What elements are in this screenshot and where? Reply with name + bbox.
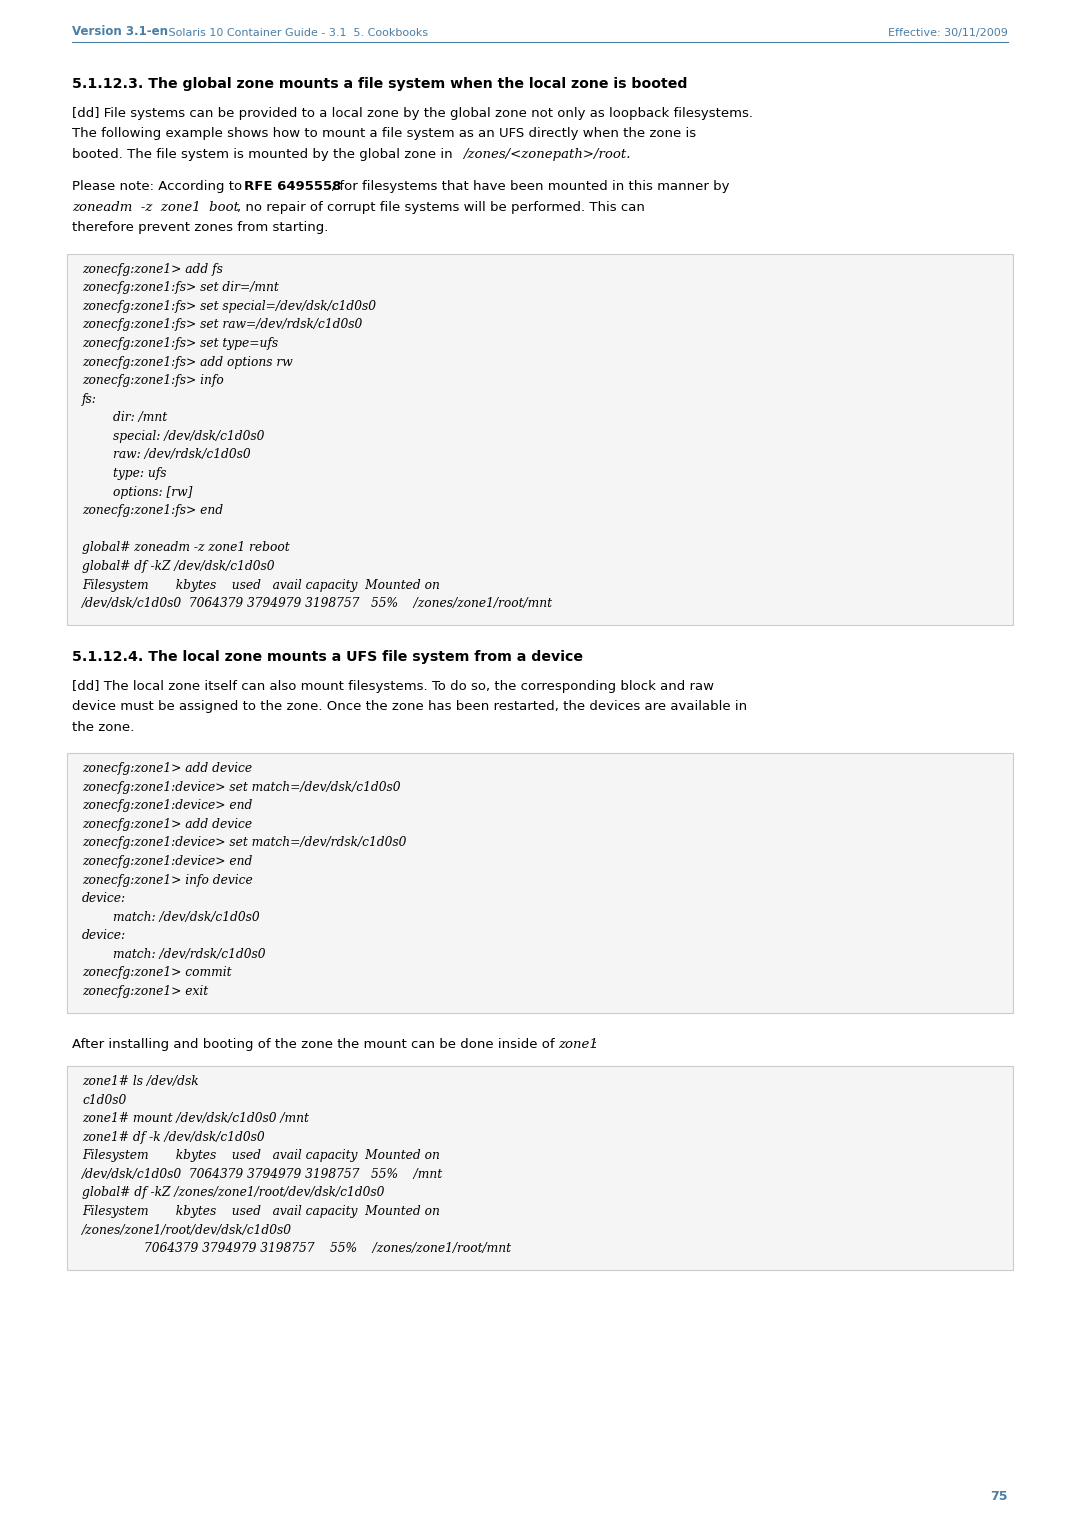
Text: 5.1.12.3. The global zone mounts a file system when the local zone is booted: 5.1.12.3. The global zone mounts a file … xyxy=(72,76,688,92)
Text: zonecfg:zone1:fs> set dir=/mnt: zonecfg:zone1:fs> set dir=/mnt xyxy=(82,281,279,295)
Text: device:: device: xyxy=(82,892,126,905)
Text: c1d0s0: c1d0s0 xyxy=(82,1094,126,1106)
Text: zonecfg:zone1:device> set match=/dev/dsk/c1d0s0: zonecfg:zone1:device> set match=/dev/dsk… xyxy=(82,781,401,793)
Text: zone1: zone1 xyxy=(558,1038,598,1051)
FancyBboxPatch shape xyxy=(67,753,1013,1013)
Text: zonecfg:zone1> add fs: zonecfg:zone1> add fs xyxy=(82,263,222,275)
Text: zonecfg:zone1> exit: zonecfg:zone1> exit xyxy=(82,986,208,998)
Text: 7064379 3794979 3198757    55%    /zones/zone1/root/mnt: 7064379 3794979 3198757 55% /zones/zone1… xyxy=(82,1242,511,1254)
Text: zonecfg:zone1:fs> add options rw: zonecfg:zone1:fs> add options rw xyxy=(82,356,293,368)
Text: The following example shows how to mount a file system as an UFS directly when t: The following example shows how to mount… xyxy=(72,127,697,141)
Text: zone1# mount /dev/dsk/c1d0s0 /mnt: zone1# mount /dev/dsk/c1d0s0 /mnt xyxy=(82,1112,309,1125)
Text: device must be assigned to the zone. Once the zone has been restarted, the devic: device must be assigned to the zone. Onc… xyxy=(72,700,747,714)
Text: :: : xyxy=(593,1038,597,1051)
Text: zonecfg:zone1:fs> set type=ufs: zonecfg:zone1:fs> set type=ufs xyxy=(82,338,279,350)
Text: zonecfg:zone1> add device: zonecfg:zone1> add device xyxy=(82,762,252,775)
Text: [dd] The local zone itself can also mount filesystems. To do so, the correspondi: [dd] The local zone itself can also moun… xyxy=(72,680,714,692)
Text: therefore prevent zones from starting.: therefore prevent zones from starting. xyxy=(72,222,328,234)
Text: zonecfg:zone1> add device: zonecfg:zone1> add device xyxy=(82,817,252,831)
Text: zone1# df -k /dev/dsk/c1d0s0: zone1# df -k /dev/dsk/c1d0s0 xyxy=(82,1131,265,1144)
Text: raw: /dev/rdsk/c1d0s0: raw: /dev/rdsk/c1d0s0 xyxy=(82,449,251,461)
Text: Effective: 30/11/2009: Effective: 30/11/2009 xyxy=(888,28,1008,38)
Text: match: /dev/rdsk/c1d0s0: match: /dev/rdsk/c1d0s0 xyxy=(82,947,266,961)
Text: /dev/dsk/c1d0s0  7064379 3794979 3198757   55%    /mnt: /dev/dsk/c1d0s0 7064379 3794979 3198757 … xyxy=(82,1167,443,1181)
Text: type: ufs: type: ufs xyxy=(82,468,166,480)
Text: device:: device: xyxy=(82,929,126,943)
Text: zonecfg:zone1:fs> set raw=/dev/rdsk/c1d0s0: zonecfg:zone1:fs> set raw=/dev/rdsk/c1d0… xyxy=(82,318,362,332)
FancyBboxPatch shape xyxy=(67,254,1013,625)
Text: global# df -kZ /zones/zone1/root/dev/dsk/c1d0s0: global# df -kZ /zones/zone1/root/dev/dsk… xyxy=(82,1186,384,1199)
Text: dir: /mnt: dir: /mnt xyxy=(82,411,167,425)
Text: options: [rw]: options: [rw] xyxy=(82,486,192,498)
Text: zonecfg:zone1:fs> info: zonecfg:zone1:fs> info xyxy=(82,374,224,387)
Text: zonecfg:zone1> commit: zonecfg:zone1> commit xyxy=(82,966,231,979)
Text: global# df -kZ /dev/dsk/c1d0s0: global# df -kZ /dev/dsk/c1d0s0 xyxy=(82,559,274,573)
Text: zonecfg:zone1> info device: zonecfg:zone1> info device xyxy=(82,874,253,886)
Text: zone1# ls /dev/dsk: zone1# ls /dev/dsk xyxy=(82,1076,199,1088)
Text: Filesystem       kbytes    used   avail capacity  Mounted on: Filesystem kbytes used avail capacity Mo… xyxy=(82,579,440,591)
Text: zonecfg:zone1:device> end: zonecfg:zone1:device> end xyxy=(82,856,253,868)
Text: /dev/dsk/c1d0s0  7064379 3794979 3198757   55%    /zones/zone1/root/mnt: /dev/dsk/c1d0s0 7064379 3794979 3198757 … xyxy=(82,597,553,610)
Text: 75: 75 xyxy=(990,1490,1008,1504)
Text: global# zoneadm -z zone1 reboot: global# zoneadm -z zone1 reboot xyxy=(82,541,289,555)
Text: zonecfg:zone1:device> end: zonecfg:zone1:device> end xyxy=(82,799,253,813)
Text: Filesystem       kbytes    used   avail capacity  Mounted on: Filesystem kbytes used avail capacity Mo… xyxy=(82,1206,440,1218)
Text: /zones/<zonepath>/root.: /zones/<zonepath>/root. xyxy=(463,148,631,160)
Text: , for filesystems that have been mounted in this manner by: , for filesystems that have been mounted… xyxy=(330,180,729,194)
Text: the zone.: the zone. xyxy=(72,721,134,733)
Text: , no repair of corrupt file systems will be performed. This can: , no repair of corrupt file systems will… xyxy=(237,200,645,214)
Text: Version 3.1-en: Version 3.1-en xyxy=(72,24,168,38)
Text: Solaris 10 Container Guide - 3.1  5. Cookbooks: Solaris 10 Container Guide - 3.1 5. Cook… xyxy=(165,28,428,38)
Text: zonecfg:zone1:device> set match=/dev/rdsk/c1d0s0: zonecfg:zone1:device> set match=/dev/rds… xyxy=(82,836,406,850)
Text: Filesystem       kbytes    used   avail capacity  Mounted on: Filesystem kbytes used avail capacity Mo… xyxy=(82,1149,440,1163)
FancyBboxPatch shape xyxy=(67,1067,1013,1270)
Text: zonecfg:zone1:fs> set special=/dev/dsk/c1d0s0: zonecfg:zone1:fs> set special=/dev/dsk/c… xyxy=(82,299,376,313)
Text: match: /dev/dsk/c1d0s0: match: /dev/dsk/c1d0s0 xyxy=(82,911,259,923)
Text: fs:: fs: xyxy=(82,393,97,406)
Text: After installing and booting of the zone the mount can be done inside of: After installing and booting of the zone… xyxy=(72,1038,558,1051)
Text: [dd] File systems can be provided to a local zone by the global zone not only as: [dd] File systems can be provided to a l… xyxy=(72,107,753,121)
Text: special: /dev/dsk/c1d0s0: special: /dev/dsk/c1d0s0 xyxy=(82,429,265,443)
Text: Please note: According to: Please note: According to xyxy=(72,180,246,194)
Text: RFE 6495558: RFE 6495558 xyxy=(243,180,341,194)
Text: 5.1.12.4. The local zone mounts a UFS file system from a device: 5.1.12.4. The local zone mounts a UFS fi… xyxy=(72,649,583,663)
Text: zoneadm  -z  zone1  boot: zoneadm -z zone1 boot xyxy=(72,200,239,214)
Text: booted. The file system is mounted by the global zone in: booted. The file system is mounted by th… xyxy=(72,148,457,160)
Text: /zones/zone1/root/dev/dsk/c1d0s0: /zones/zone1/root/dev/dsk/c1d0s0 xyxy=(82,1224,292,1236)
Text: zonecfg:zone1:fs> end: zonecfg:zone1:fs> end xyxy=(82,504,224,516)
